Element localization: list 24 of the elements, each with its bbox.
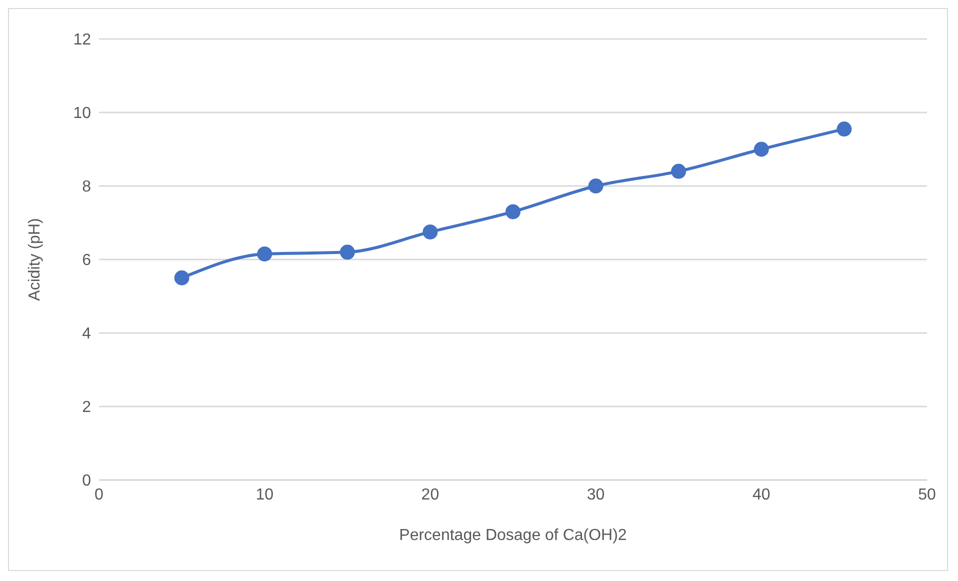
y-tick-label: 6 — [82, 252, 92, 270]
x-axis-title: Percentage Dosage of Ca(OH)2 — [399, 527, 627, 544]
point — [588, 178, 604, 194]
y-tick-label: 0 — [82, 472, 92, 490]
y-tick-label: 12 — [73, 32, 92, 49]
x-tick-label: 40 — [752, 486, 770, 504]
x-tick-label: 20 — [421, 486, 440, 504]
y-tick-label: 2 — [82, 399, 92, 416]
y-axis-title: Acidity (pH) — [26, 218, 44, 301]
point — [340, 244, 355, 260]
point — [836, 122, 852, 137]
point — [671, 164, 686, 179]
point — [422, 224, 438, 240]
y-tick-label: 4 — [82, 326, 92, 343]
point — [506, 204, 520, 220]
y-tick-label: 8 — [82, 178, 92, 196]
y-tick-label: 10 — [73, 105, 92, 122]
point — [174, 270, 190, 286]
x-tick-label: 50 — [918, 486, 936, 504]
x-tick-label: 30 — [586, 486, 605, 504]
x-tick-label: 10 — [256, 486, 274, 504]
x-tick-label: 0 — [94, 486, 104, 504]
point — [257, 246, 272, 262]
point — [754, 142, 769, 157]
